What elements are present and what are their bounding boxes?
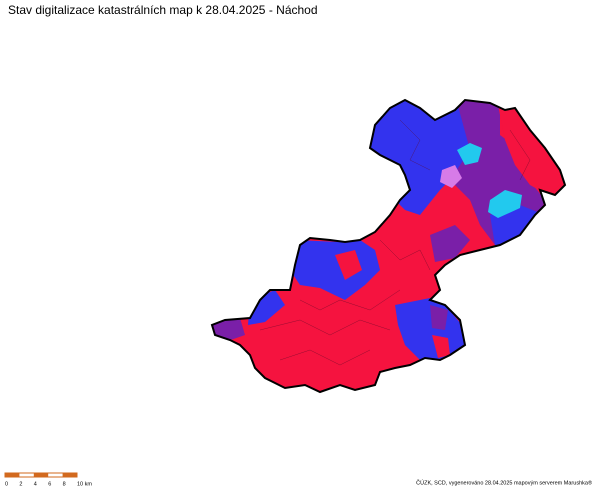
region-violet bbox=[440, 165, 462, 188]
scale-label: 2 bbox=[19, 481, 22, 487]
region-blue bbox=[290, 240, 380, 300]
district-map bbox=[212, 100, 565, 392]
region-cyan bbox=[488, 190, 522, 218]
scale-label: 8 bbox=[63, 481, 66, 487]
credit: ČÚZK, SCD, vygenerováno 28.04.2025 mapov… bbox=[416, 479, 592, 486]
scale-label: 4 bbox=[34, 481, 37, 487]
region-red bbox=[498, 105, 565, 195]
scale-label: 6 bbox=[48, 481, 51, 487]
region-red bbox=[432, 335, 450, 358]
scale-bar-segment bbox=[5, 473, 20, 477]
district-outline bbox=[210, 98, 567, 394]
region-cyan bbox=[457, 143, 482, 165]
scale-bar-segment bbox=[62, 473, 77, 477]
region-purple bbox=[430, 305, 448, 330]
municipal-borders bbox=[259, 119, 531, 366]
scale-label: 0 bbox=[5, 481, 8, 487]
scale-bar bbox=[4, 472, 78, 478]
scale-label: 10 km bbox=[77, 481, 92, 487]
map-title: Stav digitalizace katastrálních map k 28… bbox=[8, 3, 318, 17]
scale-bar-segment bbox=[33, 473, 49, 477]
region-purple bbox=[430, 225, 470, 262]
region-red bbox=[335, 250, 362, 280]
